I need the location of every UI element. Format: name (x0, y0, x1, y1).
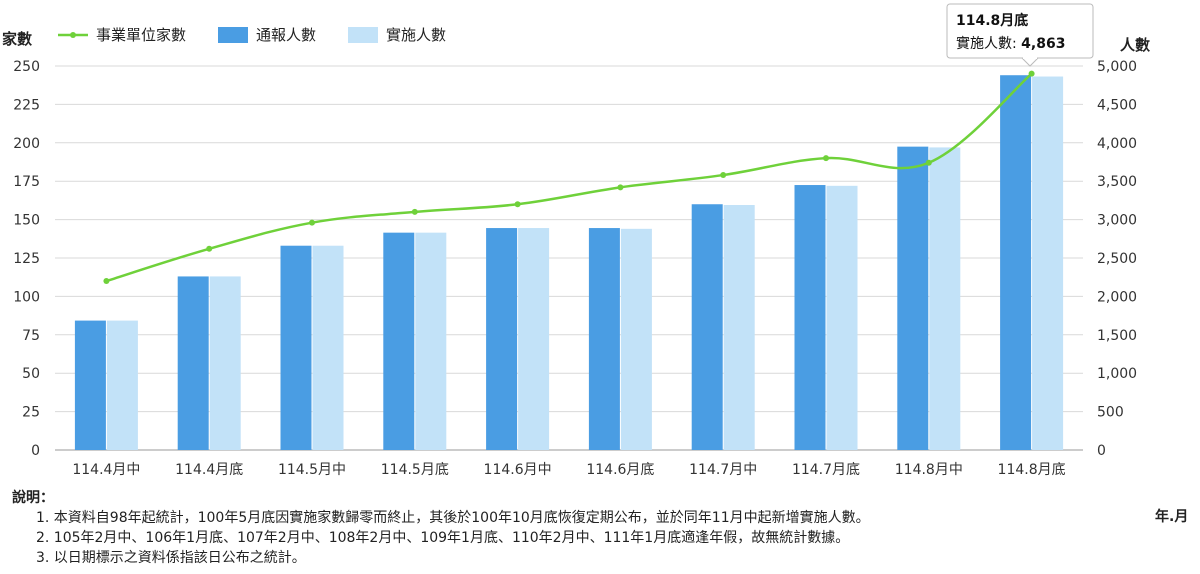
line-point[interactable] (309, 219, 315, 226)
line-path (106, 72, 1033, 283)
line-point[interactable] (206, 245, 213, 252)
right-tick-label: 1,500 (1097, 328, 1137, 344)
right-tick-label: 3,000 (1097, 213, 1137, 229)
right-tick-label: 2,000 (1097, 289, 1137, 305)
left-tick-label: 200 (13, 136, 40, 152)
tooltip-pointer-mask (1023, 56, 1037, 59)
right-tick-label: 5,000 (1097, 59, 1137, 75)
left-axis-title: 家數 (2, 30, 32, 48)
left-tick-label: 125 (13, 251, 40, 267)
bar-implemented[interactable] (106, 320, 138, 450)
left-tick-label: 150 (13, 213, 40, 229)
x-tick-label: 114.8月中 (895, 462, 963, 478)
bar-reported[interactable] (1000, 75, 1032, 450)
x-tick-label: 114.7月底 (792, 462, 860, 478)
legend-label[interactable]: 通報人數 (256, 26, 316, 44)
x-tick-label: 114.5月底 (381, 462, 449, 478)
note-2: 2. 105年2月中、106年1月底、107年2月中、108年2月中、109年1… (36, 530, 850, 546)
tooltip-label: 實施人數: (956, 35, 1021, 52)
tooltip-box (946, 3, 1094, 59)
legend-swatch (218, 27, 248, 43)
legend-label[interactable]: 實施人數 (386, 26, 446, 44)
right-tick-label: 0 (1097, 443, 1106, 459)
bar-reported[interactable] (897, 146, 929, 450)
x-tick-label: 114.4月中 (72, 462, 140, 478)
gridlines (55, 65, 1083, 451)
x-tick-label: 114.6月中 (484, 462, 552, 478)
bar-reported[interactable] (280, 245, 312, 450)
bar-reported[interactable] (486, 228, 518, 450)
tooltip-value: 4,863 (1021, 36, 1065, 52)
left-tick-label: 225 (13, 97, 40, 113)
bar-implemented[interactable] (415, 232, 447, 450)
bar-reported[interactable] (794, 185, 826, 451)
bar-reported[interactable] (691, 204, 723, 450)
notes: 說明： 1. 本資料自98年起統計，100年5月底因實施家數歸零而終止，其後於1… (12, 488, 870, 568)
x-tick-label: 114.4月底 (175, 462, 243, 478)
legend: 事業單位家數 通報人數 實施人數 (58, 26, 446, 44)
bar-implemented[interactable] (826, 185, 858, 451)
bar-implemented[interactable] (312, 245, 344, 450)
note-3: 3. 以日期標示之資料係指該日公布之統計。 (36, 550, 306, 566)
x-axis-ticks: 114.4月中 114.4月底 114.5月中 114.5月底 114.6月中 114.6… (72, 462, 1065, 478)
bar-implemented[interactable] (929, 147, 961, 450)
tooltip-line: 實施人數: 4,863 (956, 35, 1065, 52)
right-tick-label: 2,500 (1097, 251, 1137, 267)
line-point[interactable] (514, 201, 521, 208)
line-point[interactable] (411, 208, 418, 215)
left-axis-ticks: 0 25 50 75 100 125 150 175 200 225 250 (13, 59, 40, 459)
tooltip-pointer (1021, 57, 1039, 67)
line-point[interactable] (1028, 70, 1035, 77)
tooltip-title: 114.8月底 (956, 12, 1028, 29)
line-point[interactable] (720, 172, 727, 179)
left-tick-label: 50 (22, 366, 40, 382)
line-point[interactable] (103, 278, 110, 285)
bar-implemented[interactable] (1032, 76, 1064, 450)
right-tick-label: 4,500 (1097, 97, 1137, 113)
x-tick-label: 114.8月底 (998, 462, 1066, 478)
left-tick-label: 25 (22, 405, 40, 421)
right-tick-label: 500 (1097, 405, 1124, 421)
left-tick-label: 100 (13, 289, 40, 305)
line-point[interactable] (823, 155, 829, 162)
left-tick-label: 175 (13, 174, 40, 190)
bar-reported[interactable] (383, 232, 415, 450)
right-tick-label: 3,500 (1097, 174, 1137, 190)
left-tick-label: 250 (13, 59, 40, 75)
note-1: 1. 本資料自98年起統計，100年5月底因實施家數歸零而終止，其後於100年1… (36, 510, 870, 526)
line-point[interactable] (925, 159, 932, 166)
bar-implemented[interactable] (620, 228, 652, 450)
x-tick-label: 114.7月中 (689, 462, 757, 478)
bar-reported[interactable] (74, 320, 106, 450)
legend-swatch (348, 27, 378, 43)
combo-chart: 0 25 50 75 100 125 150 175 200 225 250 0 500 1,000 1,… (2, 3, 1150, 478)
bar-implemented[interactable] (209, 276, 241, 450)
bar-series (74, 75, 1064, 451)
x-axis-unit: 年.月 (1155, 509, 1189, 525)
left-tick-label: 75 (22, 328, 40, 344)
right-tick-label: 1,000 (1097, 366, 1137, 382)
bar-implemented[interactable] (723, 205, 755, 450)
x-tick-label: 114.5月中 (278, 462, 346, 478)
bar-implemented[interactable] (518, 228, 550, 450)
left-tick-label: 0 (31, 443, 40, 459)
legend-label[interactable]: 事業單位家數 (96, 26, 186, 44)
notes-title: 說明： (12, 490, 54, 506)
line-series (103, 70, 1035, 285)
right-axis-ticks: 0 500 1,000 1,500 2,000 2,500 3,000 3,500 4,000 4… (1097, 59, 1137, 459)
right-tick-label: 4,000 (1097, 136, 1137, 152)
line-point[interactable] (617, 184, 624, 191)
x-tick-label: 114.6月底 (586, 462, 654, 478)
legend-swatch-dot (70, 32, 76, 38)
bar-reported[interactable] (177, 276, 209, 450)
bar-reported[interactable] (588, 228, 620, 450)
right-axis-title: 人數 (1120, 36, 1150, 54)
